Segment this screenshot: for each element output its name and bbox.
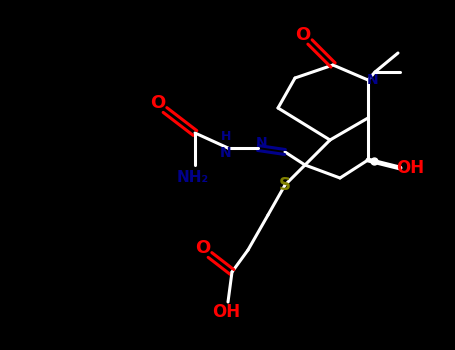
Text: OH: OH xyxy=(212,303,240,321)
Text: S: S xyxy=(279,176,291,194)
Text: OH: OH xyxy=(396,159,424,177)
Text: O: O xyxy=(150,94,166,112)
Text: N: N xyxy=(256,136,268,150)
Text: H: H xyxy=(221,131,231,144)
Text: O: O xyxy=(195,239,211,257)
Text: N: N xyxy=(367,73,379,87)
Text: N: N xyxy=(220,146,232,160)
Text: O: O xyxy=(295,26,311,44)
Text: NH₂: NH₂ xyxy=(177,169,209,184)
